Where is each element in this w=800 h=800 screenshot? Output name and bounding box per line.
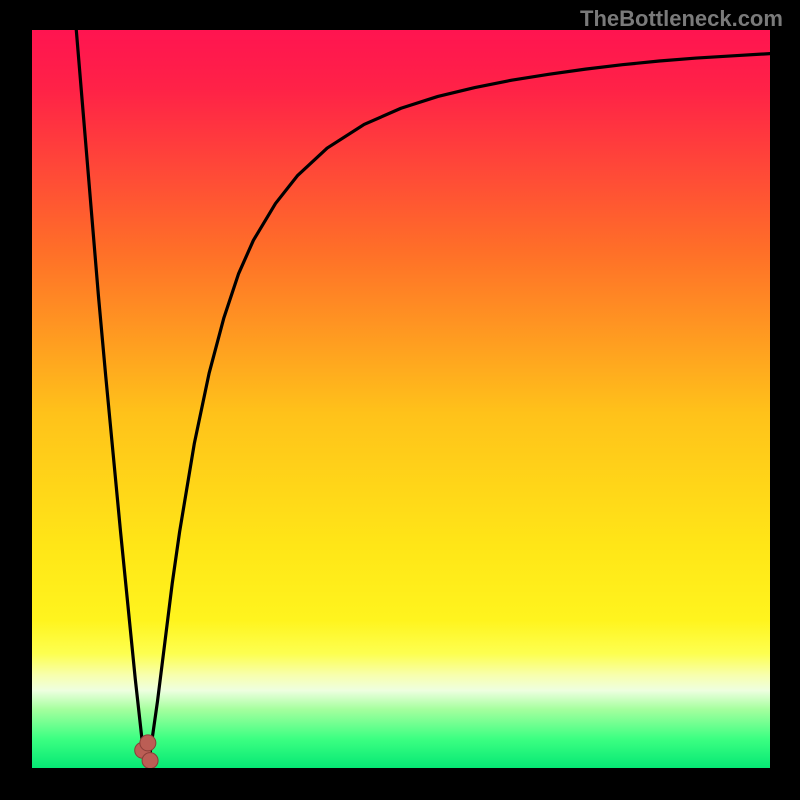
valley-marker bbox=[142, 753, 158, 768]
valley-marker bbox=[140, 735, 156, 751]
heat-background bbox=[32, 30, 770, 768]
bottleneck-chart bbox=[32, 30, 770, 768]
watermark-text: TheBottleneck.com bbox=[580, 6, 783, 32]
plot-area bbox=[32, 30, 770, 768]
